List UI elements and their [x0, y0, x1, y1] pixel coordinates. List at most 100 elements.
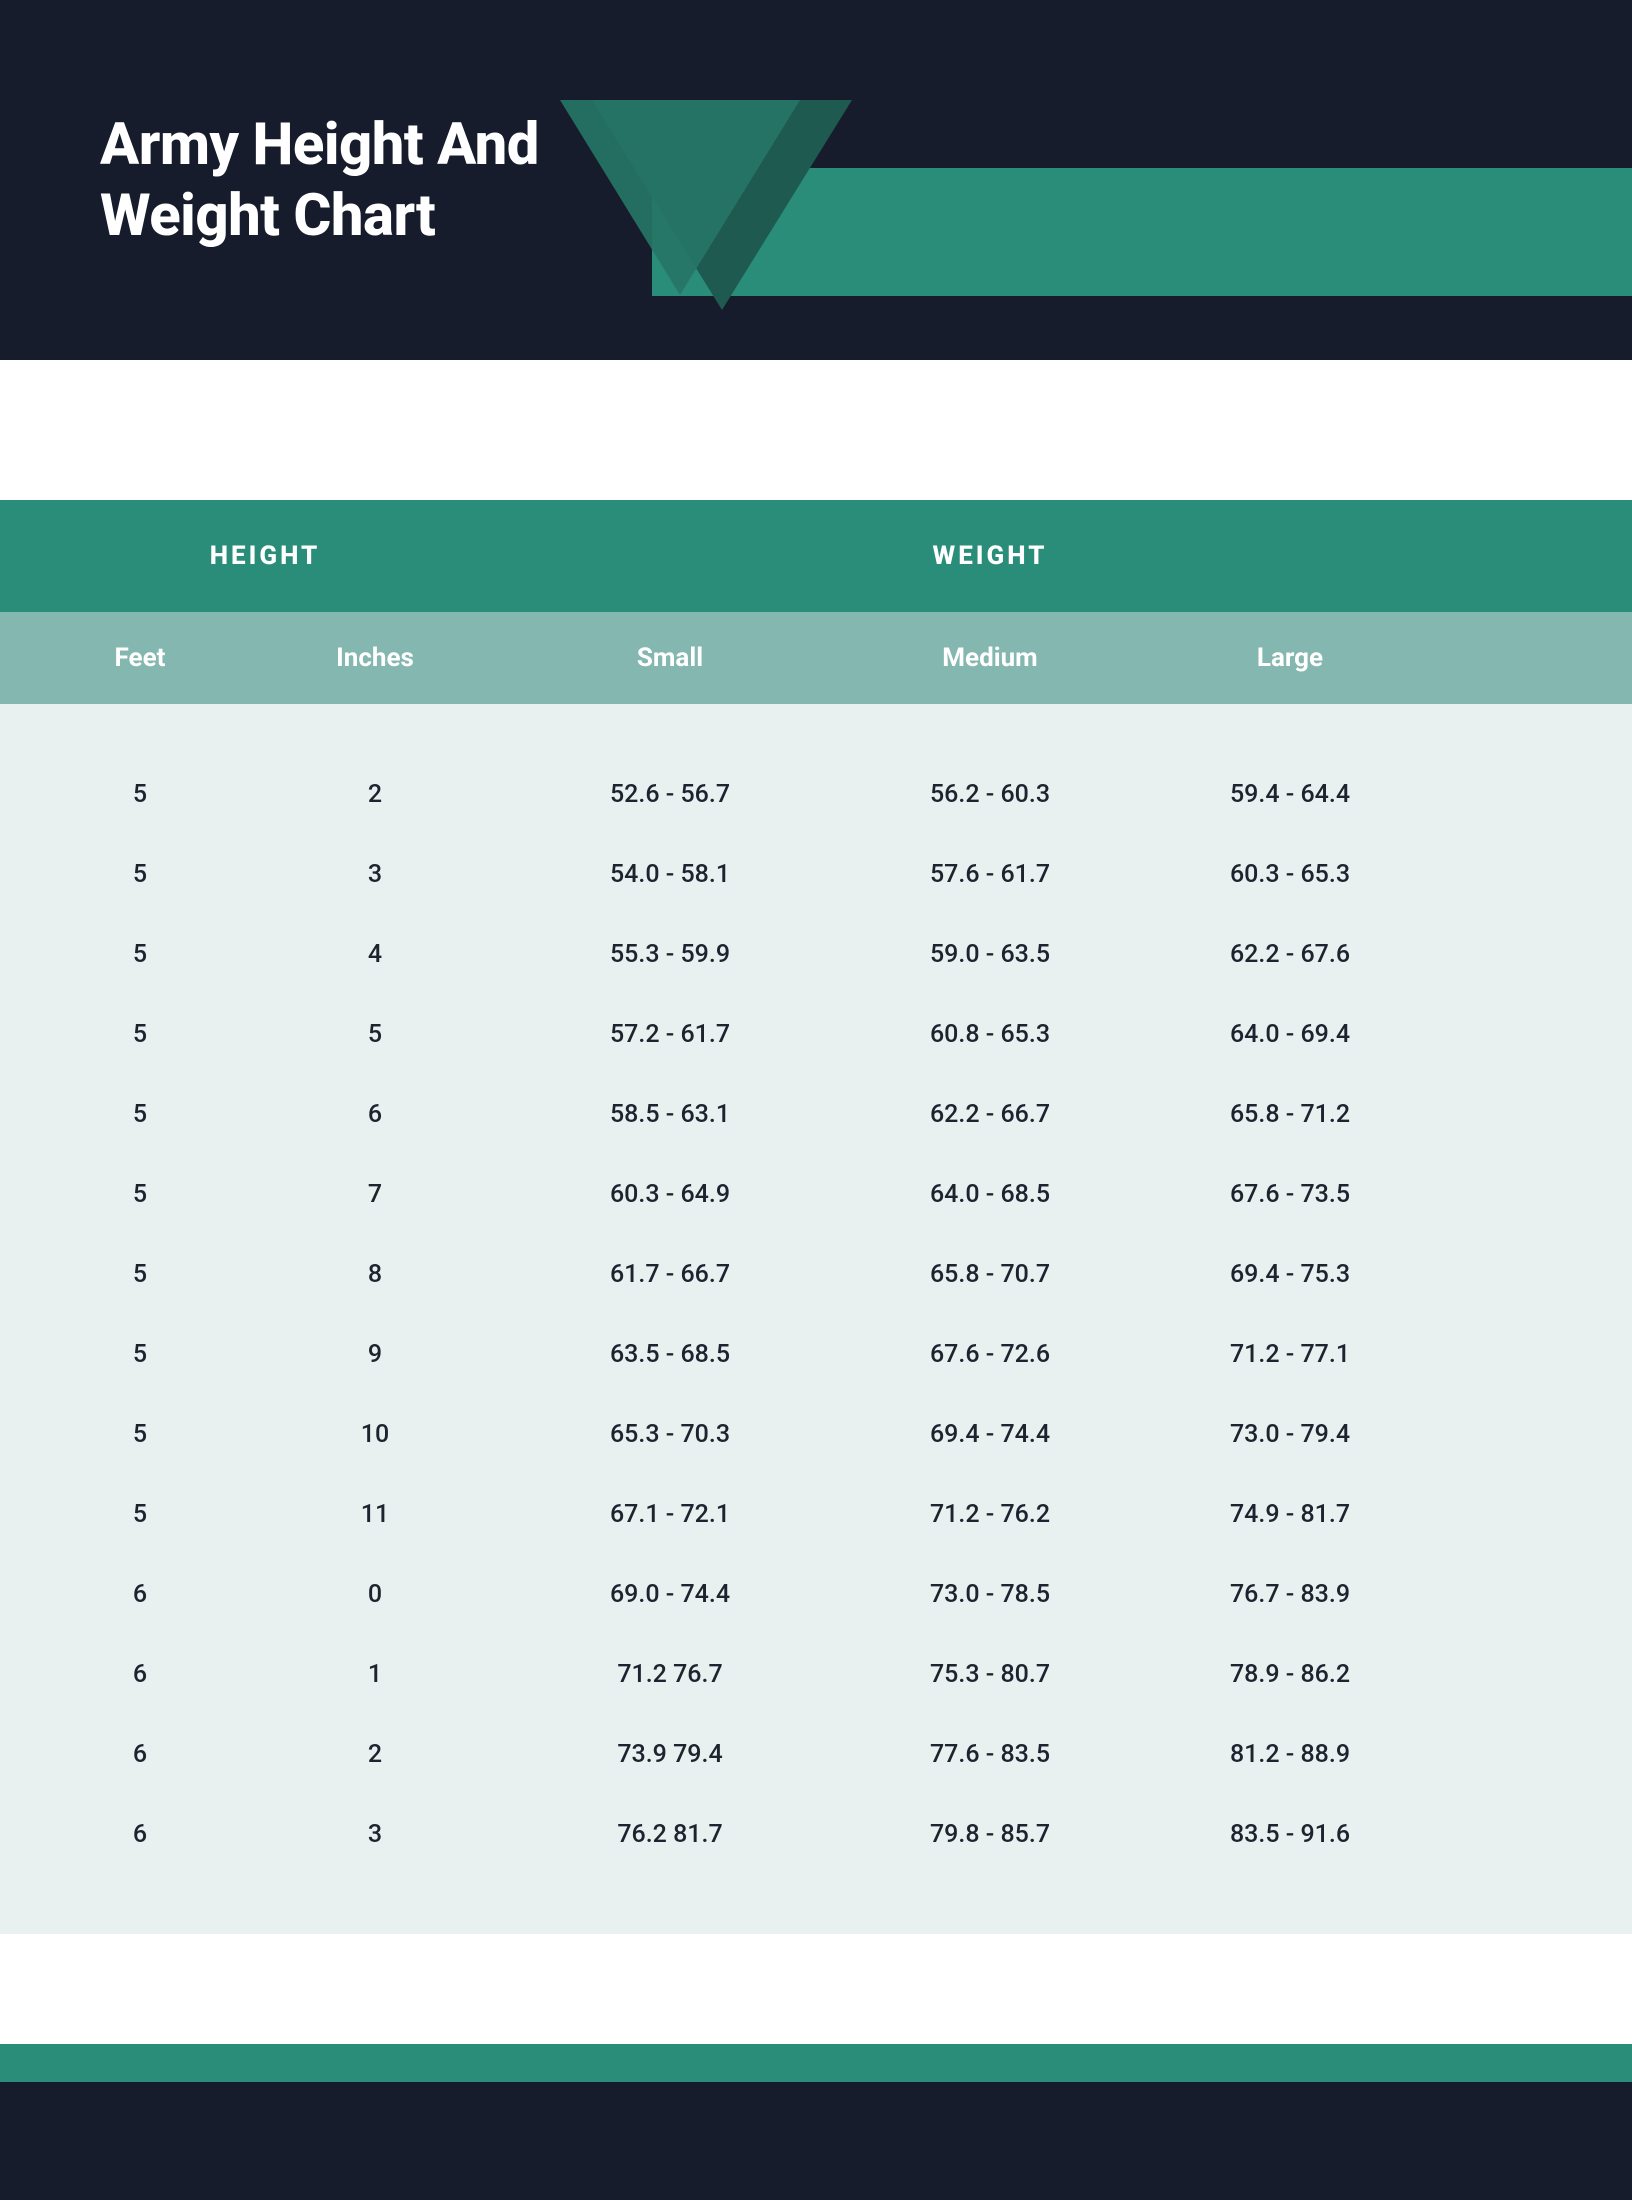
cell-inches: 11: [250, 1500, 500, 1529]
table-row: 51065.3 - 70.369.4 - 74.473.0 - 79.4: [0, 1394, 1632, 1474]
table-row: 6171.2 76.775.3 - 80.778.9 - 86.2: [0, 1634, 1632, 1714]
table-row: 5354.0 - 58.157.6 - 61.760.3 - 65.3: [0, 834, 1632, 914]
cell-large: 76.7 - 83.9: [1140, 1580, 1440, 1609]
cell-small: 52.6 - 56.7: [500, 780, 840, 809]
cell-inches: 10: [250, 1420, 500, 1449]
cell-feet: 5: [0, 1180, 250, 1209]
cell-feet: 6: [0, 1660, 250, 1689]
cell-small: 58.5 - 63.1: [500, 1100, 840, 1129]
cell-small: 71.2 76.7: [500, 1660, 840, 1689]
header: Army Height AndWeight Chart: [0, 0, 1632, 360]
cell-small: 69.0 - 74.4: [500, 1580, 840, 1609]
col-header-large: Large: [1140, 643, 1440, 673]
cell-small: 61.7 - 66.7: [500, 1260, 840, 1289]
cell-large: 62.2 - 67.6: [1140, 940, 1440, 969]
cell-small: 60.3 - 64.9: [500, 1180, 840, 1209]
cell-small: 57.2 - 61.7: [500, 1020, 840, 1049]
table-row: 5252.6 - 56.756.2 - 60.359.4 - 64.4: [0, 754, 1632, 834]
cell-medium: 64.0 - 68.5: [840, 1180, 1140, 1209]
table-row: 5658.5 - 63.162.2 - 66.765.8 - 71.2: [0, 1074, 1632, 1154]
cell-medium: 60.8 - 65.3: [840, 1020, 1140, 1049]
cell-feet: 6: [0, 1580, 250, 1609]
table-row: 5455.3 - 59.959.0 - 63.562.2 - 67.6: [0, 914, 1632, 994]
cell-large: 73.0 - 79.4: [1140, 1420, 1440, 1449]
cell-large: 64.0 - 69.4: [1140, 1020, 1440, 1049]
triangle-front-icon: [560, 100, 800, 295]
cell-inches: 3: [250, 1820, 500, 1849]
footer-accent-stripe: [0, 2044, 1632, 2082]
cell-small: 67.1 - 72.1: [500, 1500, 840, 1529]
cell-inches: 4: [250, 940, 500, 969]
cell-large: 78.9 - 86.2: [1140, 1660, 1440, 1689]
cell-small: 73.9 79.4: [500, 1740, 840, 1769]
cell-feet: 5: [0, 1500, 250, 1529]
cell-feet: 5: [0, 940, 250, 969]
col-header-medium: Medium: [840, 643, 1140, 673]
table-group-header: HEIGHT WEIGHT: [0, 500, 1632, 612]
cell-large: 81.2 - 88.9: [1140, 1740, 1440, 1769]
cell-medium: 57.6 - 61.7: [840, 860, 1140, 889]
cell-inches: 2: [250, 1740, 500, 1769]
cell-large: 71.2 - 77.1: [1140, 1340, 1440, 1369]
cell-large: 59.4 - 64.4: [1140, 780, 1440, 809]
cell-medium: 71.2 - 76.2: [840, 1500, 1140, 1529]
cell-inches: 3: [250, 860, 500, 889]
table-column-header: Feet Inches Small Medium Large: [0, 612, 1632, 704]
cell-inches: 7: [250, 1180, 500, 1209]
cell-medium: 75.3 - 80.7: [840, 1660, 1140, 1689]
cell-medium: 79.8 - 85.7: [840, 1820, 1140, 1849]
cell-medium: 73.0 - 78.5: [840, 1580, 1140, 1609]
table-row: 5861.7 - 66.765.8 - 70.769.4 - 75.3: [0, 1234, 1632, 1314]
cell-small: 76.2 81.7: [500, 1820, 840, 1849]
cell-large: 83.5 - 91.6: [1140, 1820, 1440, 1849]
cell-small: 65.3 - 70.3: [500, 1420, 840, 1449]
cell-feet: 5: [0, 860, 250, 889]
cell-feet: 6: [0, 1820, 250, 1849]
footer-gap: [0, 1934, 1632, 2044]
col-header-feet: Feet: [0, 643, 250, 673]
table-row: 5760.3 - 64.964.0 - 68.567.6 - 73.5: [0, 1154, 1632, 1234]
cell-medium: 65.8 - 70.7: [840, 1260, 1140, 1289]
page: Army Height AndWeight Chart HEIGHT WEIGH…: [0, 0, 1632, 2200]
cell-medium: 56.2 - 60.3: [840, 780, 1140, 809]
cell-feet: 5: [0, 1340, 250, 1369]
cell-inches: 2: [250, 780, 500, 809]
height-weight-table: HEIGHT WEIGHT Feet Inches Small Medium L…: [0, 500, 1632, 1934]
cell-large: 74.9 - 81.7: [1140, 1500, 1440, 1529]
table-row: 6273.9 79.477.6 - 83.581.2 - 88.9: [0, 1714, 1632, 1794]
col-header-inches: Inches: [250, 643, 500, 673]
cell-medium: 67.6 - 72.6: [840, 1340, 1140, 1369]
cell-medium: 77.6 - 83.5: [840, 1740, 1140, 1769]
cell-inches: 5: [250, 1020, 500, 1049]
cell-large: 65.8 - 71.2: [1140, 1100, 1440, 1129]
cell-feet: 5: [0, 780, 250, 809]
page-title: Army Height AndWeight Chart: [100, 110, 539, 252]
cell-small: 54.0 - 58.1: [500, 860, 840, 889]
cell-inches: 6: [250, 1100, 500, 1129]
footer-dark: [0, 2082, 1632, 2200]
cell-inches: 9: [250, 1340, 500, 1369]
cell-large: 67.6 - 73.5: [1140, 1180, 1440, 1209]
cell-medium: 59.0 - 63.5: [840, 940, 1140, 969]
table-row: 5963.5 - 68.567.6 - 72.671.2 - 77.1: [0, 1314, 1632, 1394]
table-row: 51167.1 - 72.171.2 - 76.274.9 - 81.7: [0, 1474, 1632, 1554]
cell-feet: 5: [0, 1420, 250, 1449]
cell-medium: 62.2 - 66.7: [840, 1100, 1140, 1129]
group-header-weight: WEIGHT: [500, 541, 1440, 571]
header-gap: [0, 360, 1632, 500]
table-row: 6069.0 - 74.473.0 - 78.576.7 - 83.9: [0, 1554, 1632, 1634]
table-body: 5252.6 - 56.756.2 - 60.359.4 - 64.45354.…: [0, 704, 1632, 1934]
cell-inches: 8: [250, 1260, 500, 1289]
col-header-small: Small: [500, 643, 840, 673]
cell-inches: 0: [250, 1580, 500, 1609]
cell-feet: 5: [0, 1020, 250, 1049]
table-row: 5557.2 - 61.760.8 - 65.364.0 - 69.4: [0, 994, 1632, 1074]
cell-small: 55.3 - 59.9: [500, 940, 840, 969]
cell-small: 63.5 - 68.5: [500, 1340, 840, 1369]
cell-feet: 6: [0, 1740, 250, 1769]
cell-feet: 5: [0, 1100, 250, 1129]
cell-medium: 69.4 - 74.4: [840, 1420, 1140, 1449]
cell-feet: 5: [0, 1260, 250, 1289]
cell-inches: 1: [250, 1660, 500, 1689]
cell-large: 60.3 - 65.3: [1140, 860, 1440, 889]
